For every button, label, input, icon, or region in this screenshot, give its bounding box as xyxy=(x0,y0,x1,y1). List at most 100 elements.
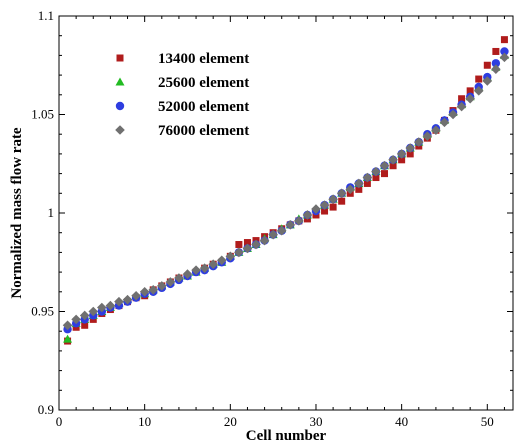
data-point-diamond xyxy=(105,300,116,311)
y-tick-label: 1.05 xyxy=(31,107,54,122)
data-point-square xyxy=(372,174,380,182)
data-point-diamond xyxy=(285,220,296,230)
y-axis-label: Normalized mass flow rate xyxy=(9,127,25,299)
data-point-diamond xyxy=(456,101,467,112)
x-tick-label: 50 xyxy=(481,414,494,429)
data-point-diamond xyxy=(268,229,278,240)
y-tick-label: 0.95 xyxy=(31,304,54,319)
data-point-diamond xyxy=(122,294,133,305)
series-diamond xyxy=(62,52,510,331)
legend-marker-triangle xyxy=(115,77,125,86)
data-point-diamond xyxy=(79,310,90,321)
data-point-diamond xyxy=(388,155,398,165)
data-point-diamond xyxy=(242,243,253,254)
data-point-square xyxy=(406,150,414,158)
data-point-diamond xyxy=(354,178,364,189)
axis-ticks: 0 10 20 30 40 50 0.9 0.95 1 1.05 1.1 xyxy=(31,8,513,429)
data-point-square xyxy=(381,170,389,178)
data-point-square xyxy=(81,321,89,329)
data-point-square xyxy=(329,203,337,211)
data-point-diamond xyxy=(216,255,227,266)
data-point-diamond xyxy=(182,269,193,279)
data-point-square xyxy=(363,179,371,187)
data-point-diamond xyxy=(319,200,330,210)
data-point-square xyxy=(475,75,483,83)
data-point-diamond xyxy=(345,184,356,195)
x-tick-label: 10 xyxy=(138,414,151,429)
series-circle xyxy=(63,47,509,334)
data-point-circle xyxy=(500,47,509,56)
data-point-diamond xyxy=(328,194,338,205)
data-point-square xyxy=(355,185,363,193)
data-point-diamond xyxy=(336,188,347,199)
legend-marker-circle xyxy=(115,101,125,111)
data-point-diamond xyxy=(131,290,141,301)
data-point-diamond xyxy=(165,277,176,287)
data-point-diamond xyxy=(294,216,304,226)
data-point-diamond xyxy=(148,285,159,295)
data-point-diamond xyxy=(208,259,218,270)
data-point-diamond xyxy=(413,137,424,147)
data-point-diamond xyxy=(302,210,313,220)
data-point-diamond xyxy=(276,225,287,236)
data-point-diamond xyxy=(174,273,184,283)
data-point-diamond xyxy=(199,263,210,273)
legend-marker-square xyxy=(116,54,124,62)
data-point-diamond xyxy=(431,125,441,136)
data-point-diamond xyxy=(371,166,381,177)
data-point-diamond xyxy=(396,149,407,159)
data-point-diamond xyxy=(114,296,124,307)
data-point-diamond xyxy=(448,109,458,120)
data-point-diamond xyxy=(439,117,450,128)
plot-frame xyxy=(58,15,514,411)
data-point-diamond xyxy=(191,265,201,275)
x-tick-label: 30 xyxy=(309,414,322,429)
data-point-diamond xyxy=(225,251,236,262)
data-point-diamond xyxy=(422,131,433,141)
data-point-diamond xyxy=(491,64,501,74)
data-point-square xyxy=(500,36,508,44)
data-point-square xyxy=(483,61,491,69)
data-point-triangle xyxy=(63,334,73,343)
data-point-diamond xyxy=(311,204,321,214)
data-point-square xyxy=(466,87,474,95)
legend-label: 52000 element xyxy=(158,99,249,115)
data-point-square xyxy=(338,197,346,205)
data-point-diamond xyxy=(499,52,510,63)
data-point-square xyxy=(321,207,329,215)
data-point-diamond xyxy=(251,239,261,250)
x-tick-label: 20 xyxy=(224,414,237,429)
legend: 13400 element 25600 element 52000 element 7… xyxy=(115,51,249,139)
data-point-square xyxy=(458,95,466,103)
y-tick-label: 1 xyxy=(48,205,55,220)
data-point-square xyxy=(398,156,406,164)
data-point-diamond xyxy=(97,302,107,313)
data-point-diamond xyxy=(482,76,493,86)
data-point-diamond xyxy=(405,143,416,153)
data-point-diamond xyxy=(362,172,373,183)
x-tick-label: 40 xyxy=(395,414,408,429)
data-point-square xyxy=(235,241,243,249)
legend-label: 13400 element xyxy=(158,51,249,67)
legend-label: 76000 element xyxy=(158,123,249,139)
data-point-square xyxy=(389,162,397,170)
data-point-square xyxy=(243,239,251,247)
data-point-diamond xyxy=(139,287,150,297)
data-point-diamond xyxy=(71,314,81,325)
x-tick-label: 0 xyxy=(56,414,63,429)
legend-label: 25600 element xyxy=(158,75,249,91)
data-point-square xyxy=(492,47,500,55)
data-point-diamond xyxy=(379,160,390,171)
data-point-diamond xyxy=(473,86,484,96)
legend-marker-diamond xyxy=(115,125,125,135)
x-axis-label: Cell number xyxy=(246,428,327,444)
data-point-diamond xyxy=(156,281,167,291)
data-point-diamond xyxy=(259,235,270,246)
data-markers xyxy=(62,36,510,345)
y-tick-label: 0.9 xyxy=(38,402,54,417)
data-point-diamond xyxy=(465,93,475,104)
data-point-circle xyxy=(491,59,501,68)
y-tick-label: 1.1 xyxy=(38,8,54,23)
data-point-diamond xyxy=(88,306,99,317)
